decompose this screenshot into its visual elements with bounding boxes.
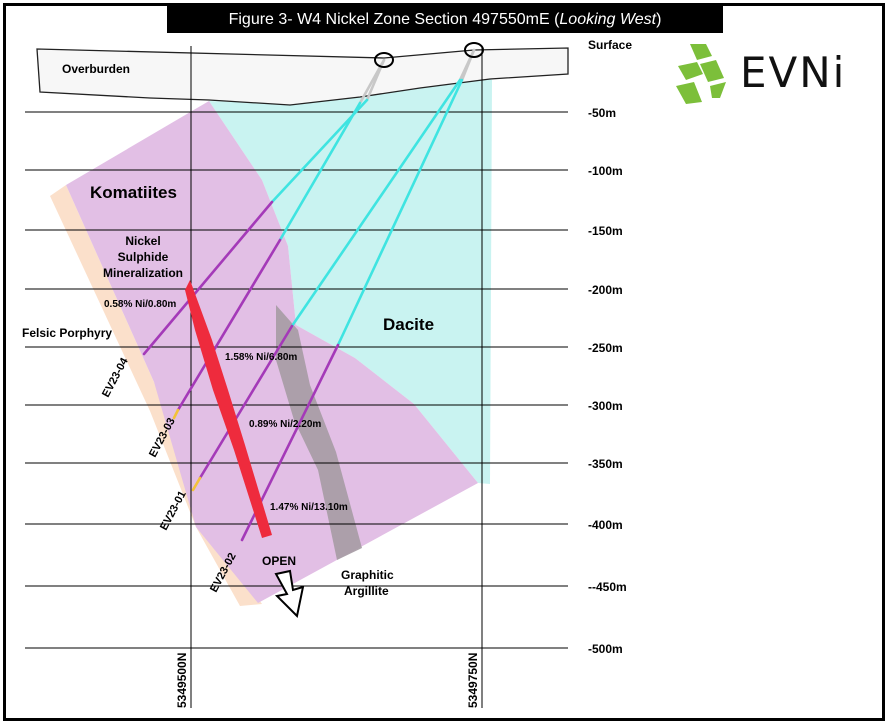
intercept-label: 1.58% Ni/6.80m bbox=[225, 352, 297, 363]
depth-label: -100m bbox=[588, 164, 623, 178]
northing-label-5349750: 5349750N bbox=[466, 653, 480, 708]
overburden-label: Overburden bbox=[62, 62, 130, 76]
depth-label: -300m bbox=[588, 399, 623, 413]
hole-segment-felsic bbox=[191, 476, 202, 492]
komatiite-unit bbox=[66, 101, 478, 603]
depth-label: -200m bbox=[588, 283, 623, 297]
depth-label-surface: Surface bbox=[588, 38, 632, 52]
mineralization-label-line3: Mineralization bbox=[103, 266, 183, 280]
depth-label: -350m bbox=[588, 457, 623, 471]
nickel-sulphide-lens bbox=[185, 280, 272, 538]
hole-segment-komatiite bbox=[176, 238, 282, 412]
mineralization-label-line2: Sulphide bbox=[118, 250, 169, 264]
hole-segment-dacite bbox=[278, 101, 362, 242]
hole-segment-komatiite bbox=[142, 200, 274, 356]
mineralization-label-line1: Nickel bbox=[125, 234, 160, 248]
depth-label: -50m bbox=[588, 106, 616, 120]
intercept-label: 1.47% Ni/13.10m bbox=[270, 502, 348, 513]
title-italic: Looking West bbox=[559, 11, 657, 28]
figure-frame bbox=[3, 3, 885, 721]
title-main: Figure 3- W4 Nickel Zone Section 497550m… bbox=[228, 11, 560, 28]
open-label: OPEN bbox=[262, 554, 296, 568]
hole-segment-komatiite bbox=[198, 324, 294, 480]
open-down-arrow bbox=[274, 569, 305, 619]
depth-level-lines bbox=[25, 111, 568, 649]
hole-segment-felsic bbox=[172, 408, 180, 420]
collar-circle-east bbox=[464, 42, 484, 58]
intercept-label: 0.89% Ni/2.20m bbox=[249, 419, 321, 430]
felsic-porphyry-unit bbox=[50, 185, 262, 606]
graphitic-argillite-label-line2: Argillite bbox=[344, 584, 389, 598]
depth-label: --450m bbox=[588, 580, 627, 594]
northing-lines bbox=[190, 46, 483, 708]
hole-segment-dacite bbox=[336, 78, 464, 347]
graphitic-argillite-label-line1: Graphitic bbox=[341, 568, 394, 582]
depth-label: -150m bbox=[588, 224, 623, 238]
dacite-label: Dacite bbox=[383, 315, 434, 334]
komatiites-label: Komatiites bbox=[90, 183, 177, 202]
collar-circle-west bbox=[374, 52, 394, 68]
felsic-porphyry-label: Felsic Porphyry bbox=[22, 326, 112, 340]
intercept-label: 0.58% Ni/0.80m bbox=[104, 299, 176, 310]
hole-segment-overburden bbox=[460, 48, 476, 82]
hole-segment-dacite bbox=[290, 78, 462, 328]
northing-label-5349500: 5349500N bbox=[175, 653, 189, 708]
evni-logo-icon bbox=[676, 44, 726, 104]
evni-logo-text: EVNi bbox=[740, 48, 847, 97]
depth-label: -400m bbox=[588, 518, 623, 532]
title-close: ) bbox=[656, 11, 662, 28]
depth-label: -500m bbox=[588, 642, 623, 656]
dacite-unit bbox=[209, 78, 492, 484]
depth-label: -250m bbox=[588, 341, 623, 355]
graphitic-argillite-unit bbox=[276, 305, 362, 560]
figure-title: Figure 3- W4 Nickel Zone Section 497550m… bbox=[167, 6, 723, 33]
